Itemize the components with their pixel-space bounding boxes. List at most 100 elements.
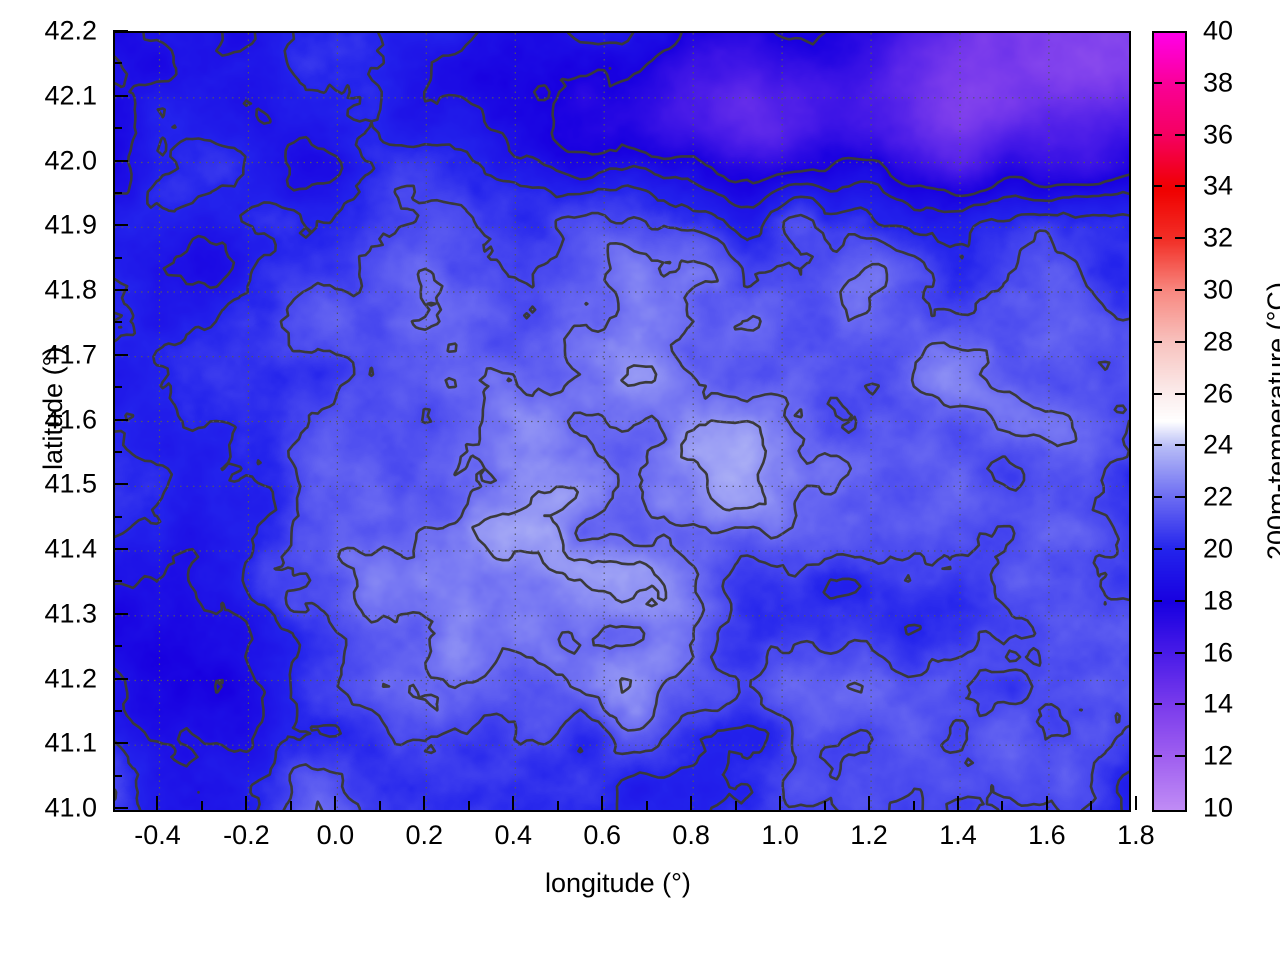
x-tick-major: [245, 796, 248, 810]
x-tick-minor: [467, 801, 470, 810]
y-tick-minor: [113, 191, 122, 194]
colorbar-tick: [1152, 340, 1162, 343]
y-tick-major: [113, 353, 128, 356]
x-tick-major: [334, 796, 337, 810]
colorbar-tick: [1175, 289, 1185, 291]
y-tick-label: 41.8: [44, 274, 97, 305]
colorbar-tick-label: 32: [1203, 222, 1234, 253]
colorbar-title: 200m-temperature (°C): [1262, 282, 1280, 560]
colorbar-tick: [1152, 548, 1162, 550]
colorbar-tick: [1175, 185, 1185, 188]
x-tick-major: [1134, 796, 1137, 810]
y-tick-label: 41.1: [44, 727, 97, 758]
colorbar-tick-label: 26: [1203, 378, 1234, 409]
x-tick-label: 0.2: [405, 820, 444, 850]
plot-area[interactable]: [113, 31, 1131, 812]
colorbar-tick-label: 40: [1203, 15, 1234, 46]
y-tick-major: [113, 742, 128, 745]
colorbar-tick: [1152, 289, 1162, 291]
colorbar-tick-label: 20: [1203, 533, 1234, 564]
y-tick-minor: [113, 450, 122, 453]
x-tick-minor: [823, 801, 826, 810]
colorbar-gradient: [1154, 33, 1185, 810]
colorbar-tick: [1152, 444, 1162, 447]
x-tick-major: [779, 796, 782, 810]
x-tick-label: 1.6: [1028, 820, 1066, 850]
x-tick-minor: [200, 801, 203, 810]
x-tick-major: [868, 796, 871, 810]
colorbar-tick: [1152, 651, 1162, 654]
y-tick-label: 41.9: [44, 209, 97, 240]
y-tick-minor: [113, 709, 122, 712]
y-tick-label: 41.2: [44, 663, 97, 693]
colorbar-tick: [1175, 496, 1185, 499]
contour-lines: [115, 33, 1129, 810]
y-axis-title: latitude (°): [38, 346, 68, 470]
colorbar-tick: [1152, 496, 1162, 499]
colorbar-tick: [1152, 703, 1162, 706]
colorbar-tick-label: 14: [1203, 688, 1234, 719]
y-tick-minor: [113, 62, 122, 65]
y-tick-minor: [113, 515, 122, 518]
x-tick-label: 1.8: [1117, 820, 1155, 850]
colorbar-tick-label: 22: [1203, 481, 1234, 512]
x-tick-label: -0.2: [223, 820, 270, 850]
x-tick-minor: [289, 801, 292, 810]
y-tick-minor: [113, 580, 122, 583]
x-tick-label: 1.0: [761, 820, 799, 850]
colorbar-tick: [1152, 185, 1162, 188]
colorbar-tick: [1175, 548, 1185, 550]
colorbar-tick-label: 28: [1203, 326, 1234, 357]
colorbar-tick: [1152, 599, 1162, 602]
x-tick-major: [690, 796, 693, 810]
y-tick-label: 41.4: [44, 533, 97, 564]
y-tick-major: [113, 483, 128, 486]
y-tick-major: [113, 159, 128, 162]
x-tick-minor: [378, 801, 381, 810]
x-tick-major: [601, 796, 604, 810]
colorbar-tick: [1152, 392, 1162, 395]
y-tick-label: 41.5: [44, 468, 97, 499]
y-tick-label: 42.2: [44, 15, 97, 46]
colorbar-tick-label: 24: [1203, 429, 1234, 460]
colorbar-tick-label: 18: [1203, 585, 1234, 616]
x-tick-major: [423, 796, 426, 810]
x-tick-label: 0.8: [672, 820, 710, 850]
y-tick-major: [113, 677, 128, 680]
y-tick-major: [113, 548, 128, 550]
colorbar-tick: [1152, 237, 1162, 240]
colorbar-tick: [1152, 755, 1162, 758]
y-tick-label: 42.1: [44, 80, 97, 111]
y-tick-major: [113, 289, 128, 291]
colorbar-tick: [1175, 599, 1185, 602]
x-tick-label: 0.4: [494, 820, 533, 850]
y-tick-label: 41.3: [44, 598, 97, 629]
colorbar-tick: [1175, 755, 1185, 758]
colorbar-tick-label: 38: [1203, 67, 1234, 98]
colorbar[interactable]: [1152, 31, 1187, 812]
x-tick-label: 1.2: [850, 820, 888, 850]
x-tick-minor: [912, 801, 915, 810]
colorbar-tick: [1175, 444, 1185, 447]
colorbar-tick: [1175, 703, 1185, 706]
y-tick-major: [113, 612, 128, 615]
colorbar-tick: [1152, 81, 1162, 84]
colorbar-tick-label: 10: [1203, 792, 1234, 823]
x-tick-minor: [1090, 801, 1093, 810]
y-tick-minor: [113, 127, 122, 130]
y-tick-minor: [113, 645, 122, 648]
x-tick-minor: [645, 801, 648, 810]
colorbar-tick-label: 12: [1203, 740, 1234, 771]
colorbar-tick: [1175, 651, 1185, 654]
x-tick-label: 0.6: [583, 820, 621, 850]
y-tick-label: 41.0: [44, 792, 97, 823]
x-tick-major: [957, 796, 959, 810]
x-tick-major: [1045, 796, 1048, 810]
x-tick-label: 1.4: [939, 820, 977, 850]
x-tick-minor: [556, 801, 559, 810]
y-tick-major: [113, 94, 128, 97]
y-tick-major: [113, 224, 128, 227]
colorbar-tick: [1152, 133, 1162, 136]
colorbar-tick-label: 16: [1203, 637, 1234, 668]
